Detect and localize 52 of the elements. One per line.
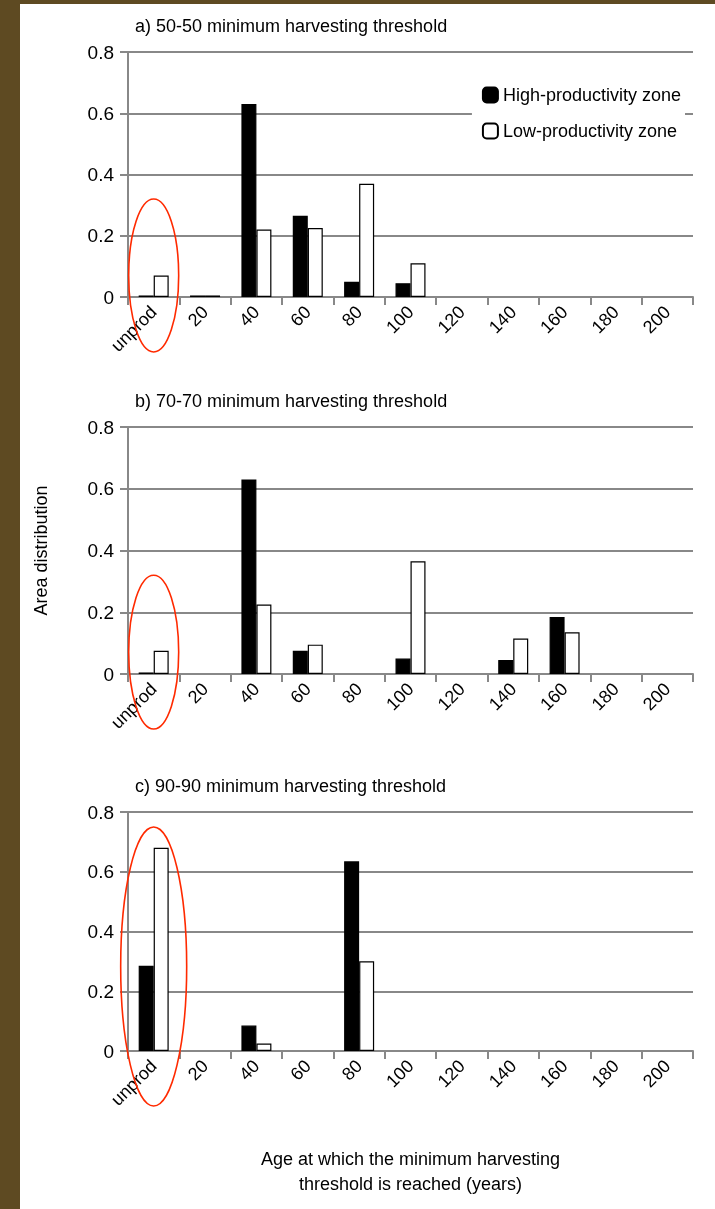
x-tick-label: 20 xyxy=(183,1055,213,1085)
y-tick-label: 0 xyxy=(103,286,114,308)
y-tick-label: 0.8 xyxy=(87,41,114,63)
x-tick-label: 120 xyxy=(433,1055,469,1092)
x-tick-label: 180 xyxy=(587,678,624,715)
y-tick-label: 0.6 xyxy=(87,102,114,124)
y-tick-label: 0.4 xyxy=(87,921,115,942)
x-tick-label: 140 xyxy=(484,1055,521,1092)
y-tick-label: 0 xyxy=(103,663,114,685)
x-tick-label: 200 xyxy=(639,678,675,715)
x-tick-label: 180 xyxy=(587,1055,624,1092)
x-tick-label: 60 xyxy=(286,1055,315,1085)
x-tick-label: 120 xyxy=(433,301,469,338)
x-tick-label: 120 xyxy=(433,678,469,715)
x-tick-label: 160 xyxy=(536,301,572,338)
x-tick-label: 40 xyxy=(235,301,264,331)
x-tick-label: 200 xyxy=(639,301,675,338)
chart-title: c) 90-90 minimum harvesting threshold xyxy=(135,776,447,796)
y-axis-title: Area distribution xyxy=(31,485,51,616)
y-tick-label: 0.8 xyxy=(87,416,114,438)
chart-title: a) 50-50 minimum harvesting threshold xyxy=(135,16,448,36)
x-tick-label: 60 xyxy=(286,301,315,331)
chart-title: b) 70-70 minimum harvesting threshold xyxy=(135,391,448,411)
legend-label: Low-productivity zone xyxy=(502,121,678,141)
y-tick-label: 0.4 xyxy=(87,540,115,561)
x-tick-label: 80 xyxy=(337,678,367,708)
x-tick-label: 200 xyxy=(639,1055,675,1092)
legend-label: High-productivity zone xyxy=(502,85,682,105)
x-tick-label: 100 xyxy=(382,678,418,715)
y-tick-label: 0.2 xyxy=(87,601,114,623)
x-tick-label: 140 xyxy=(484,301,521,338)
x-tick-label: 40 xyxy=(235,678,264,708)
y-tick-label: 0.2 xyxy=(87,980,114,1002)
y-tick-label: 0.4 xyxy=(87,164,115,185)
x-tick-label: 20 xyxy=(183,301,213,331)
y-tick-label: 0.6 xyxy=(87,861,114,883)
x-tick-label: 100 xyxy=(382,301,418,338)
x-tick-label: 180 xyxy=(587,301,624,338)
x-tick-label: 160 xyxy=(536,678,572,715)
y-tick-label: 0 xyxy=(103,1040,114,1062)
x-tick-label: 80 xyxy=(337,301,367,331)
x-tick-label: 20 xyxy=(183,678,213,708)
x-tick-label: 160 xyxy=(536,1055,572,1092)
y-tick-label: 0.8 xyxy=(87,801,114,823)
y-tick-label: 0.2 xyxy=(87,225,114,247)
x-tick-label: 100 xyxy=(382,1055,418,1092)
x-tick-label: 140 xyxy=(484,678,521,715)
x-tick-label: 80 xyxy=(337,1055,367,1085)
x-tick-label: 60 xyxy=(286,678,315,708)
x-axis-title: Age at which the minimum harvesting threshold is reached (years) xyxy=(260,1148,561,1194)
y-tick-label: 0.6 xyxy=(87,478,114,500)
x-tick-label: 40 xyxy=(235,1055,264,1085)
